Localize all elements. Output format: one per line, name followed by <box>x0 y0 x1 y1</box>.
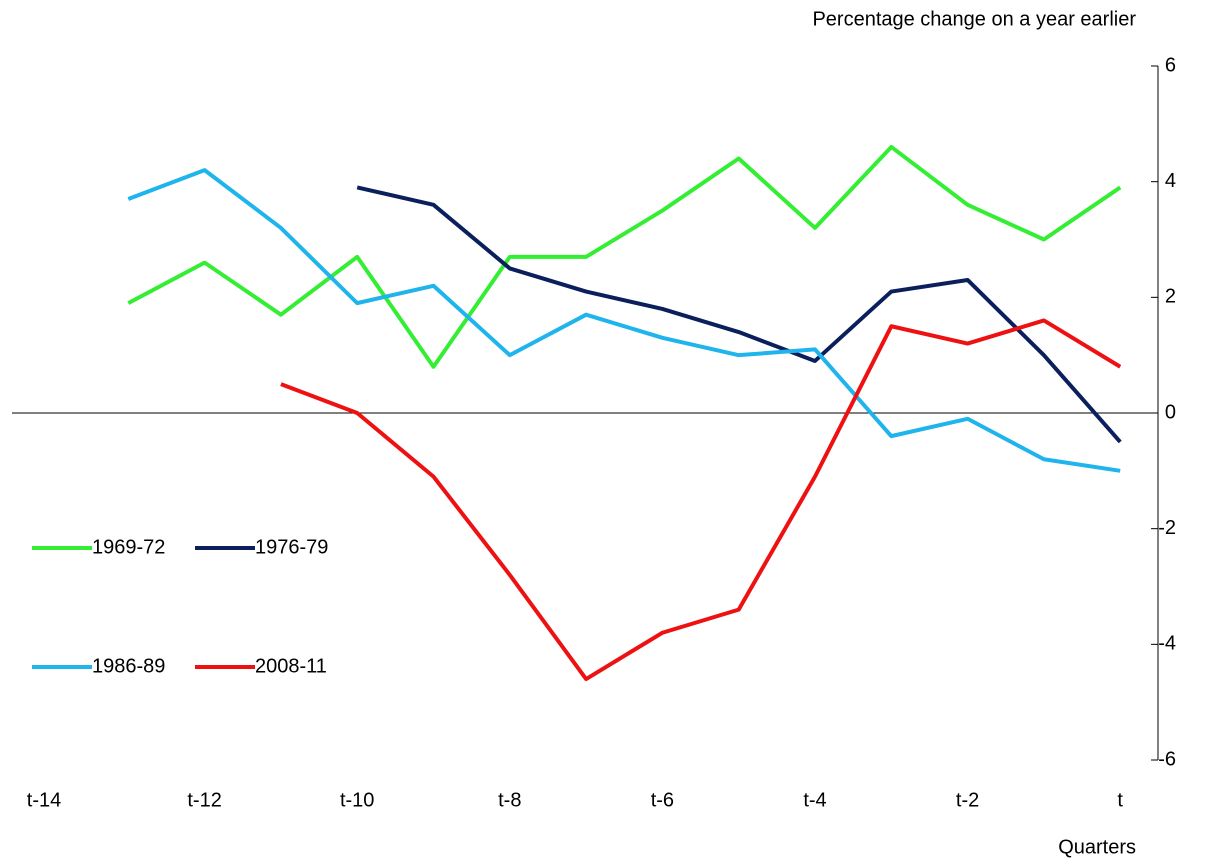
x-tick-label: t-8 <box>498 789 521 811</box>
x-tick-label: t-2 <box>956 789 979 811</box>
x-tick-label: t-6 <box>651 789 674 811</box>
legend-label: 1986-89 <box>92 655 165 677</box>
x-tick-label: t <box>1117 789 1123 811</box>
y-tick-label: 6 <box>1165 54 1176 76</box>
x-tick-label: t-14 <box>27 789 61 811</box>
legend-label: 1969-72 <box>92 536 165 558</box>
y-tick-label: 4 <box>1165 170 1176 192</box>
x-tick-label: t-10 <box>340 789 374 811</box>
y-tick-label: 2 <box>1165 286 1176 308</box>
y-tick-label: 0 <box>1165 401 1176 423</box>
series-line <box>127 168 1121 473</box>
y-tick-label: -6 <box>1158 748 1176 770</box>
series-line <box>127 144 1122 369</box>
legend-label: 2008-11 <box>255 655 327 677</box>
x-axis-label: Quarters <box>1058 836 1136 858</box>
y-axis-label: Percentage change on a year earlier <box>812 8 1136 30</box>
y-tick-label: -2 <box>1158 517 1176 539</box>
x-tick-label: t-12 <box>187 789 221 811</box>
legend-label: 1976-79 <box>255 536 328 558</box>
x-tick-label: t-4 <box>803 789 826 811</box>
series-line <box>356 185 1122 444</box>
series-line <box>280 318 1122 682</box>
y-tick-label: -4 <box>1158 633 1176 655</box>
